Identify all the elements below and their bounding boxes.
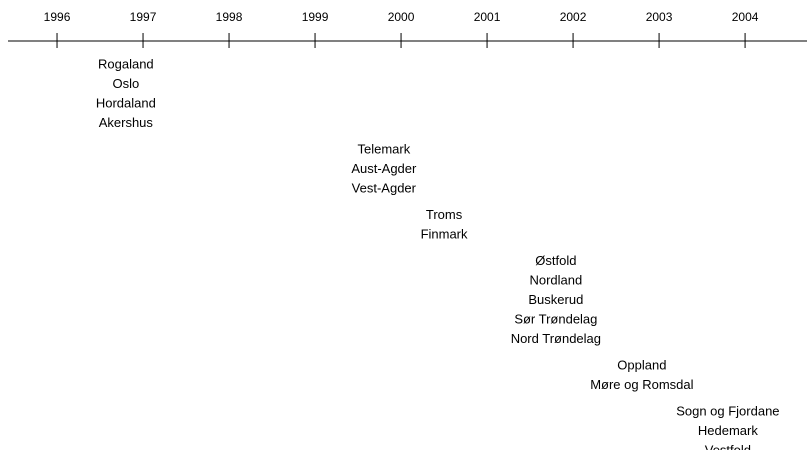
event-label: Aust-Agder bbox=[351, 161, 417, 176]
x-tick-label: 1997 bbox=[130, 10, 157, 24]
x-tick-label: 1998 bbox=[216, 10, 243, 24]
event-label: Sogn og Fjordane bbox=[676, 403, 779, 418]
event-group: Sogn og Fjordane Hedemark Vestfold bbox=[676, 403, 779, 450]
event-label: Oppland bbox=[617, 357, 666, 372]
event-label: Østfold bbox=[535, 253, 576, 268]
event-label: Vest-Agder bbox=[352, 180, 417, 195]
x-tick-label: 1996 bbox=[44, 10, 71, 24]
x-tick-label: 2004 bbox=[732, 10, 759, 24]
event-label: Møre og Romsdal bbox=[590, 377, 693, 392]
event-label: Nordland bbox=[529, 272, 582, 287]
x-tick-label: 2000 bbox=[388, 10, 415, 24]
x-tick-label: 2003 bbox=[646, 10, 673, 24]
event-label: Troms bbox=[426, 207, 463, 222]
event-label: Sør Trøndelag bbox=[514, 311, 597, 326]
event-group: Troms Finmark bbox=[421, 207, 468, 242]
event-group: Rogaland Oslo Hordaland Akershus bbox=[96, 56, 156, 130]
event-label: Rogaland bbox=[98, 56, 154, 71]
event-label: Vestfold bbox=[705, 442, 751, 450]
x-tick-label: 1999 bbox=[302, 10, 329, 24]
event-group: Oppland Møre og Romsdal bbox=[590, 357, 693, 392]
event-group: Telemark Aust-Agder Vest-Agder bbox=[351, 141, 417, 195]
event-label: Hordaland bbox=[96, 95, 156, 110]
event-label: Hedemark bbox=[698, 423, 758, 438]
x-tick-label: 2002 bbox=[560, 10, 587, 24]
event-label: Buskerud bbox=[528, 292, 583, 307]
event-label: Finmark bbox=[421, 226, 468, 241]
event-group: Østfold Nordland Buskerud Sør Trøndelag Nord… bbox=[511, 253, 601, 346]
event-label: Telemark bbox=[357, 141, 410, 156]
event-label: Nord Trøndelag bbox=[511, 331, 601, 346]
x-tick-label: 2001 bbox=[474, 10, 501, 24]
event-label: Oslo bbox=[112, 76, 139, 91]
event-label: Akershus bbox=[99, 115, 154, 130]
